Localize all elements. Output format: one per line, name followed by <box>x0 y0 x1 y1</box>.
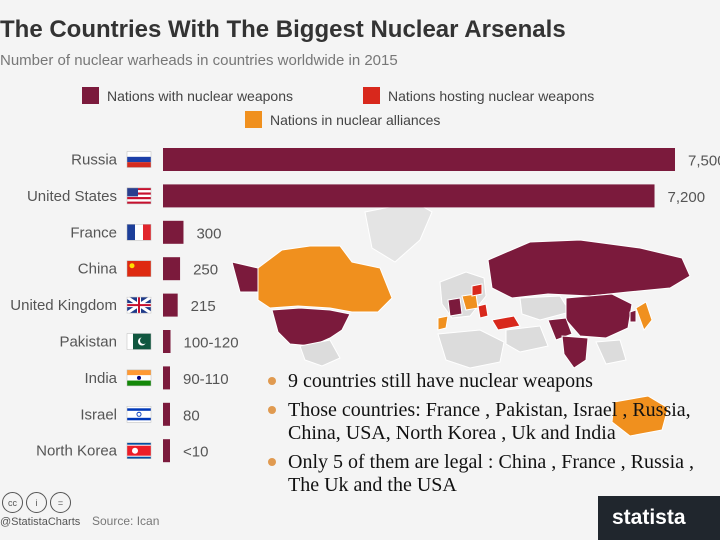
value-label: <10 <box>183 444 208 461</box>
flag-icon <box>126 295 152 315</box>
value-label: 100-120 <box>184 335 239 352</box>
legend-item-alliances: Nations in nuclear alliances <box>245 111 440 128</box>
category-label: Pakistan <box>59 334 117 351</box>
flag-icon <box>126 151 152 168</box>
no-derivatives-icon: = <box>50 492 71 513</box>
category-label: United Kingdom <box>10 297 117 314</box>
bar <box>163 148 675 171</box>
flag-icon <box>126 224 152 241</box>
legend-label: Nations with nuclear weapons <box>107 87 293 104</box>
legend-label: Nations hosting nuclear weapons <box>388 87 595 104</box>
category-label: India <box>84 370 117 387</box>
chart-title: The Countries With The Biggest Nuclear A… <box>0 16 566 43</box>
bar <box>163 330 171 353</box>
legend-item-hosting: Nations hosting nuclear weapons <box>363 87 594 104</box>
legend-swatch <box>245 111 262 128</box>
category-label: Russia <box>71 152 118 169</box>
creative-commons-icon: cc <box>2 492 23 513</box>
bar <box>163 402 170 426</box>
category-label: China <box>78 261 118 278</box>
category-label: Israel <box>80 406 117 423</box>
bar <box>163 439 170 463</box>
statista-logo: statista <box>598 496 720 540</box>
flag-icon <box>126 260 152 277</box>
value-label: 7,500 <box>688 153 720 170</box>
flag-icon <box>126 333 152 350</box>
twitter-handle: @StatistaCharts <box>0 516 81 528</box>
value-label: 80 <box>183 407 200 424</box>
legend-swatch <box>363 87 380 104</box>
note-item: Only 5 of them are legal : China , Franc… <box>266 451 716 497</box>
value-label: 215 <box>191 298 216 315</box>
notes-list: 9 countries still have nuclear weapons T… <box>266 370 716 503</box>
flag-icon <box>126 406 152 423</box>
bullet-icon <box>268 377 276 385</box>
bullet-icon <box>268 458 276 466</box>
legend-swatch <box>82 87 99 104</box>
bar <box>163 293 178 317</box>
note-item: 9 countries still have nuclear weapons <box>266 370 716 393</box>
value-label: 250 <box>193 262 218 279</box>
note-item: Those countries: France , Pakistan, Isra… <box>266 399 716 445</box>
flag-icon <box>126 442 152 459</box>
bar <box>163 257 181 281</box>
source-note: Source: Ican <box>92 514 160 528</box>
bar <box>163 220 184 244</box>
chart-subtitle: Number of nuclear warheads in countries … <box>0 52 398 69</box>
value-label: 90-110 <box>183 371 229 388</box>
category-label: United States <box>27 188 117 205</box>
category-label: North Korea <box>36 443 118 460</box>
legend-item-nuclear: Nations with nuclear weapons <box>82 87 293 104</box>
bar <box>163 184 655 208</box>
value-label: 300 <box>196 225 221 242</box>
attribution-icon: i <box>26 492 47 513</box>
bullet-icon <box>268 406 276 414</box>
category-label: France <box>70 224 117 241</box>
flag-icon <box>126 187 152 205</box>
flag-icon <box>126 369 152 387</box>
bar <box>163 366 170 390</box>
license-icons: cc i = <box>2 492 71 513</box>
value-label: 7,200 <box>668 189 706 206</box>
legend-label: Nations in nuclear alliances <box>270 111 441 128</box>
